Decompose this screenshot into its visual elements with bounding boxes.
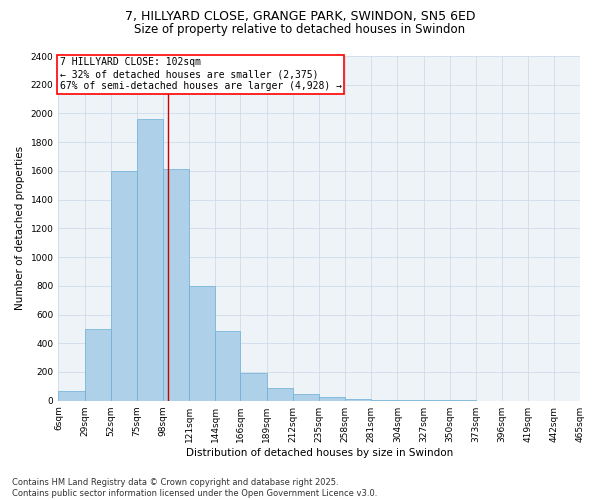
Bar [85,329,111,400]
Bar [319,397,345,400]
X-axis label: Distribution of detached houses by size in Swindon: Distribution of detached houses by size … [186,448,453,458]
Bar [58,392,85,400]
Bar [215,331,241,400]
Bar [189,286,215,401]
Bar [293,394,319,400]
Bar [345,398,371,400]
Bar [137,119,163,400]
Bar [163,170,189,400]
Text: Contains HM Land Registry data © Crown copyright and database right 2025.
Contai: Contains HM Land Registry data © Crown c… [12,478,377,498]
Bar [241,372,266,400]
Text: Size of property relative to detached houses in Swindon: Size of property relative to detached ho… [134,22,466,36]
Bar [111,171,137,400]
Bar [266,388,293,400]
Y-axis label: Number of detached properties: Number of detached properties [15,146,25,310]
Text: 7 HILLYARD CLOSE: 102sqm
← 32% of detached houses are smaller (2,375)
67% of sem: 7 HILLYARD CLOSE: 102sqm ← 32% of detach… [59,58,341,90]
Text: 7, HILLYARD CLOSE, GRANGE PARK, SWINDON, SN5 6ED: 7, HILLYARD CLOSE, GRANGE PARK, SWINDON,… [125,10,475,23]
